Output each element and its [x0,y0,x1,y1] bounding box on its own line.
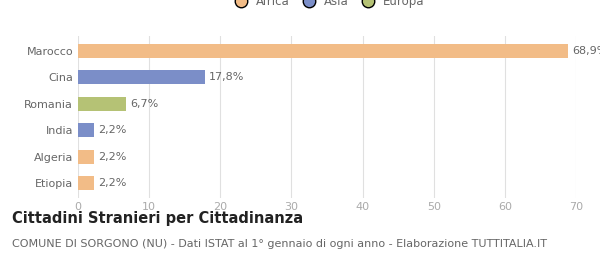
Bar [78,44,568,57]
Text: 2,2%: 2,2% [98,152,126,162]
Text: 2,2%: 2,2% [98,178,126,188]
Legend: Africa, Asia, Europa: Africa, Asia, Europa [224,0,430,13]
Bar [78,97,125,110]
Bar [78,124,94,137]
Bar [78,150,94,164]
Bar [78,70,205,84]
Text: 2,2%: 2,2% [98,125,126,135]
Text: 17,8%: 17,8% [209,72,244,82]
Bar [78,177,94,190]
Text: Cittadini Stranieri per Cittadinanza: Cittadini Stranieri per Cittadinanza [12,211,303,226]
Text: 6,7%: 6,7% [130,99,158,109]
Text: COMUNE DI SORGONO (NU) - Dati ISTAT al 1° gennaio di ogni anno - Elaborazione TU: COMUNE DI SORGONO (NU) - Dati ISTAT al 1… [12,239,547,249]
Text: 68,9%: 68,9% [572,46,600,56]
